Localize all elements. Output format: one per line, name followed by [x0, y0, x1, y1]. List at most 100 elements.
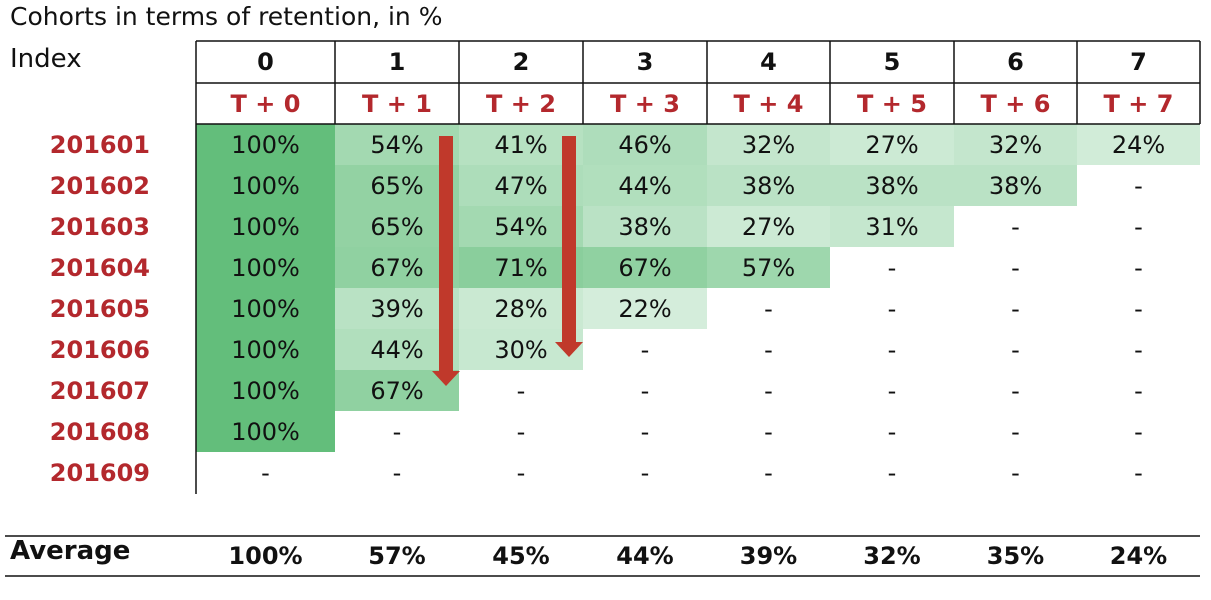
retention-cell: - [764, 458, 773, 487]
heat-cell [707, 124, 830, 165]
retention-cell: - [887, 376, 897, 405]
retention-cell: - [887, 417, 897, 446]
retention-cell: 57% [741, 253, 796, 282]
heat-cell [196, 165, 335, 206]
period-label-header: T + 5 [857, 89, 927, 118]
retention-cell: - [1011, 335, 1020, 364]
retention-cell: - [1011, 212, 1020, 241]
retention-cell: 44% [370, 335, 424, 364]
cohort-label: 201604 [49, 253, 150, 282]
arrow-head [432, 371, 460, 386]
retention-cell: 54% [370, 130, 424, 159]
period-label-header: T + 3 [610, 89, 680, 118]
heat-cell [196, 247, 335, 288]
retention-cell: 65% [370, 212, 424, 241]
retention-cell: 41% [494, 130, 548, 159]
average-cell: 32% [863, 542, 921, 570]
retention-cell: 38% [618, 212, 672, 241]
heat-cell [954, 124, 1077, 165]
retention-cell: 100% [231, 171, 300, 200]
heat-cell [196, 329, 335, 370]
average-cell: 45% [492, 542, 550, 570]
heat-cell [335, 247, 459, 288]
index-label: Index [10, 44, 82, 74]
average-cell: 57% [368, 542, 426, 570]
retention-cell: - [516, 376, 526, 405]
average-label: Average [10, 536, 131, 566]
retention-cell: - [640, 376, 650, 405]
retention-cell: - [516, 458, 526, 487]
heat-cell [954, 165, 1077, 206]
column-index-header: 3 [636, 48, 654, 76]
retention-cell: - [887, 458, 897, 487]
retention-cell: - [516, 417, 526, 446]
heat-cell [830, 165, 954, 206]
retention-cell: - [640, 417, 650, 446]
retention-cell: 100% [231, 130, 300, 159]
cohort-label: 201607 [49, 376, 150, 405]
retention-cell: 32% [988, 130, 1043, 159]
heat-cell [335, 206, 459, 247]
heat-cell [583, 288, 707, 329]
retention-cell: - [392, 417, 402, 446]
arrow-shaft [439, 136, 453, 372]
retention-cell: - [887, 253, 897, 282]
retention-cell: 38% [865, 171, 919, 200]
retention-cell: 100% [231, 335, 300, 364]
retention-cell: 100% [231, 294, 300, 323]
heat-cell [196, 124, 335, 165]
heat-cell [707, 247, 830, 288]
heat-cell [707, 165, 830, 206]
average-cell: 24% [1109, 542, 1168, 570]
period-label-header: T + 1 [362, 89, 432, 118]
period-label-header: T + 0 [230, 89, 301, 118]
average-cell: 35% [986, 542, 1045, 570]
cohort-label: 201601 [49, 130, 150, 159]
column-index-header: 5 [883, 48, 901, 76]
column-index-header: 6 [1007, 48, 1024, 76]
retention-cell: 100% [231, 253, 300, 282]
period-label-header: T + 4 [733, 89, 804, 118]
retention-cell: - [1134, 212, 1143, 241]
retention-cell: - [1011, 376, 1020, 405]
retention-cell: - [1011, 253, 1020, 282]
cohort-label: 201605 [49, 294, 150, 323]
cohort-label: 201606 [49, 335, 150, 364]
period-label-header: T + 2 [486, 89, 556, 118]
retention-cell: 65% [370, 171, 424, 200]
retention-cell: - [261, 458, 270, 487]
retention-cell: 67% [370, 376, 424, 405]
retention-cell: - [1134, 376, 1143, 405]
retention-cell: 24% [1111, 130, 1166, 159]
chart-title: Cohorts in terms of retention, in % [10, 2, 443, 31]
retention-cell: - [1011, 458, 1020, 487]
retention-cell: - [764, 376, 773, 405]
retention-cell: 47% [494, 171, 548, 200]
heat-cell [583, 124, 707, 165]
retention-cell: 30% [494, 335, 548, 364]
retention-cell: 100% [231, 376, 300, 405]
column-index-header: 7 [1130, 48, 1147, 76]
retention-cell: 27% [741, 212, 796, 241]
arrow-head [555, 342, 583, 357]
retention-cell: - [887, 294, 897, 323]
retention-cell: 31% [865, 212, 919, 241]
heat-cell [830, 206, 954, 247]
retention-cell: 32% [741, 130, 796, 159]
cohort-label: 201608 [49, 417, 150, 446]
retention-cell: - [764, 294, 773, 323]
heat-cell [583, 247, 707, 288]
heat-cell [335, 288, 459, 329]
retention-cell: 71% [494, 253, 548, 282]
retention-cell: 28% [494, 294, 548, 323]
heat-cell [583, 206, 707, 247]
retention-cell: - [392, 458, 402, 487]
retention-cell: - [764, 417, 773, 446]
average-cell: 100% [228, 542, 303, 570]
retention-cell: 44% [618, 171, 672, 200]
retention-cell: - [1134, 294, 1143, 323]
retention-cell: 22% [618, 294, 672, 323]
retention-cell: - [1011, 417, 1020, 446]
cohort-label: 201603 [49, 212, 150, 241]
